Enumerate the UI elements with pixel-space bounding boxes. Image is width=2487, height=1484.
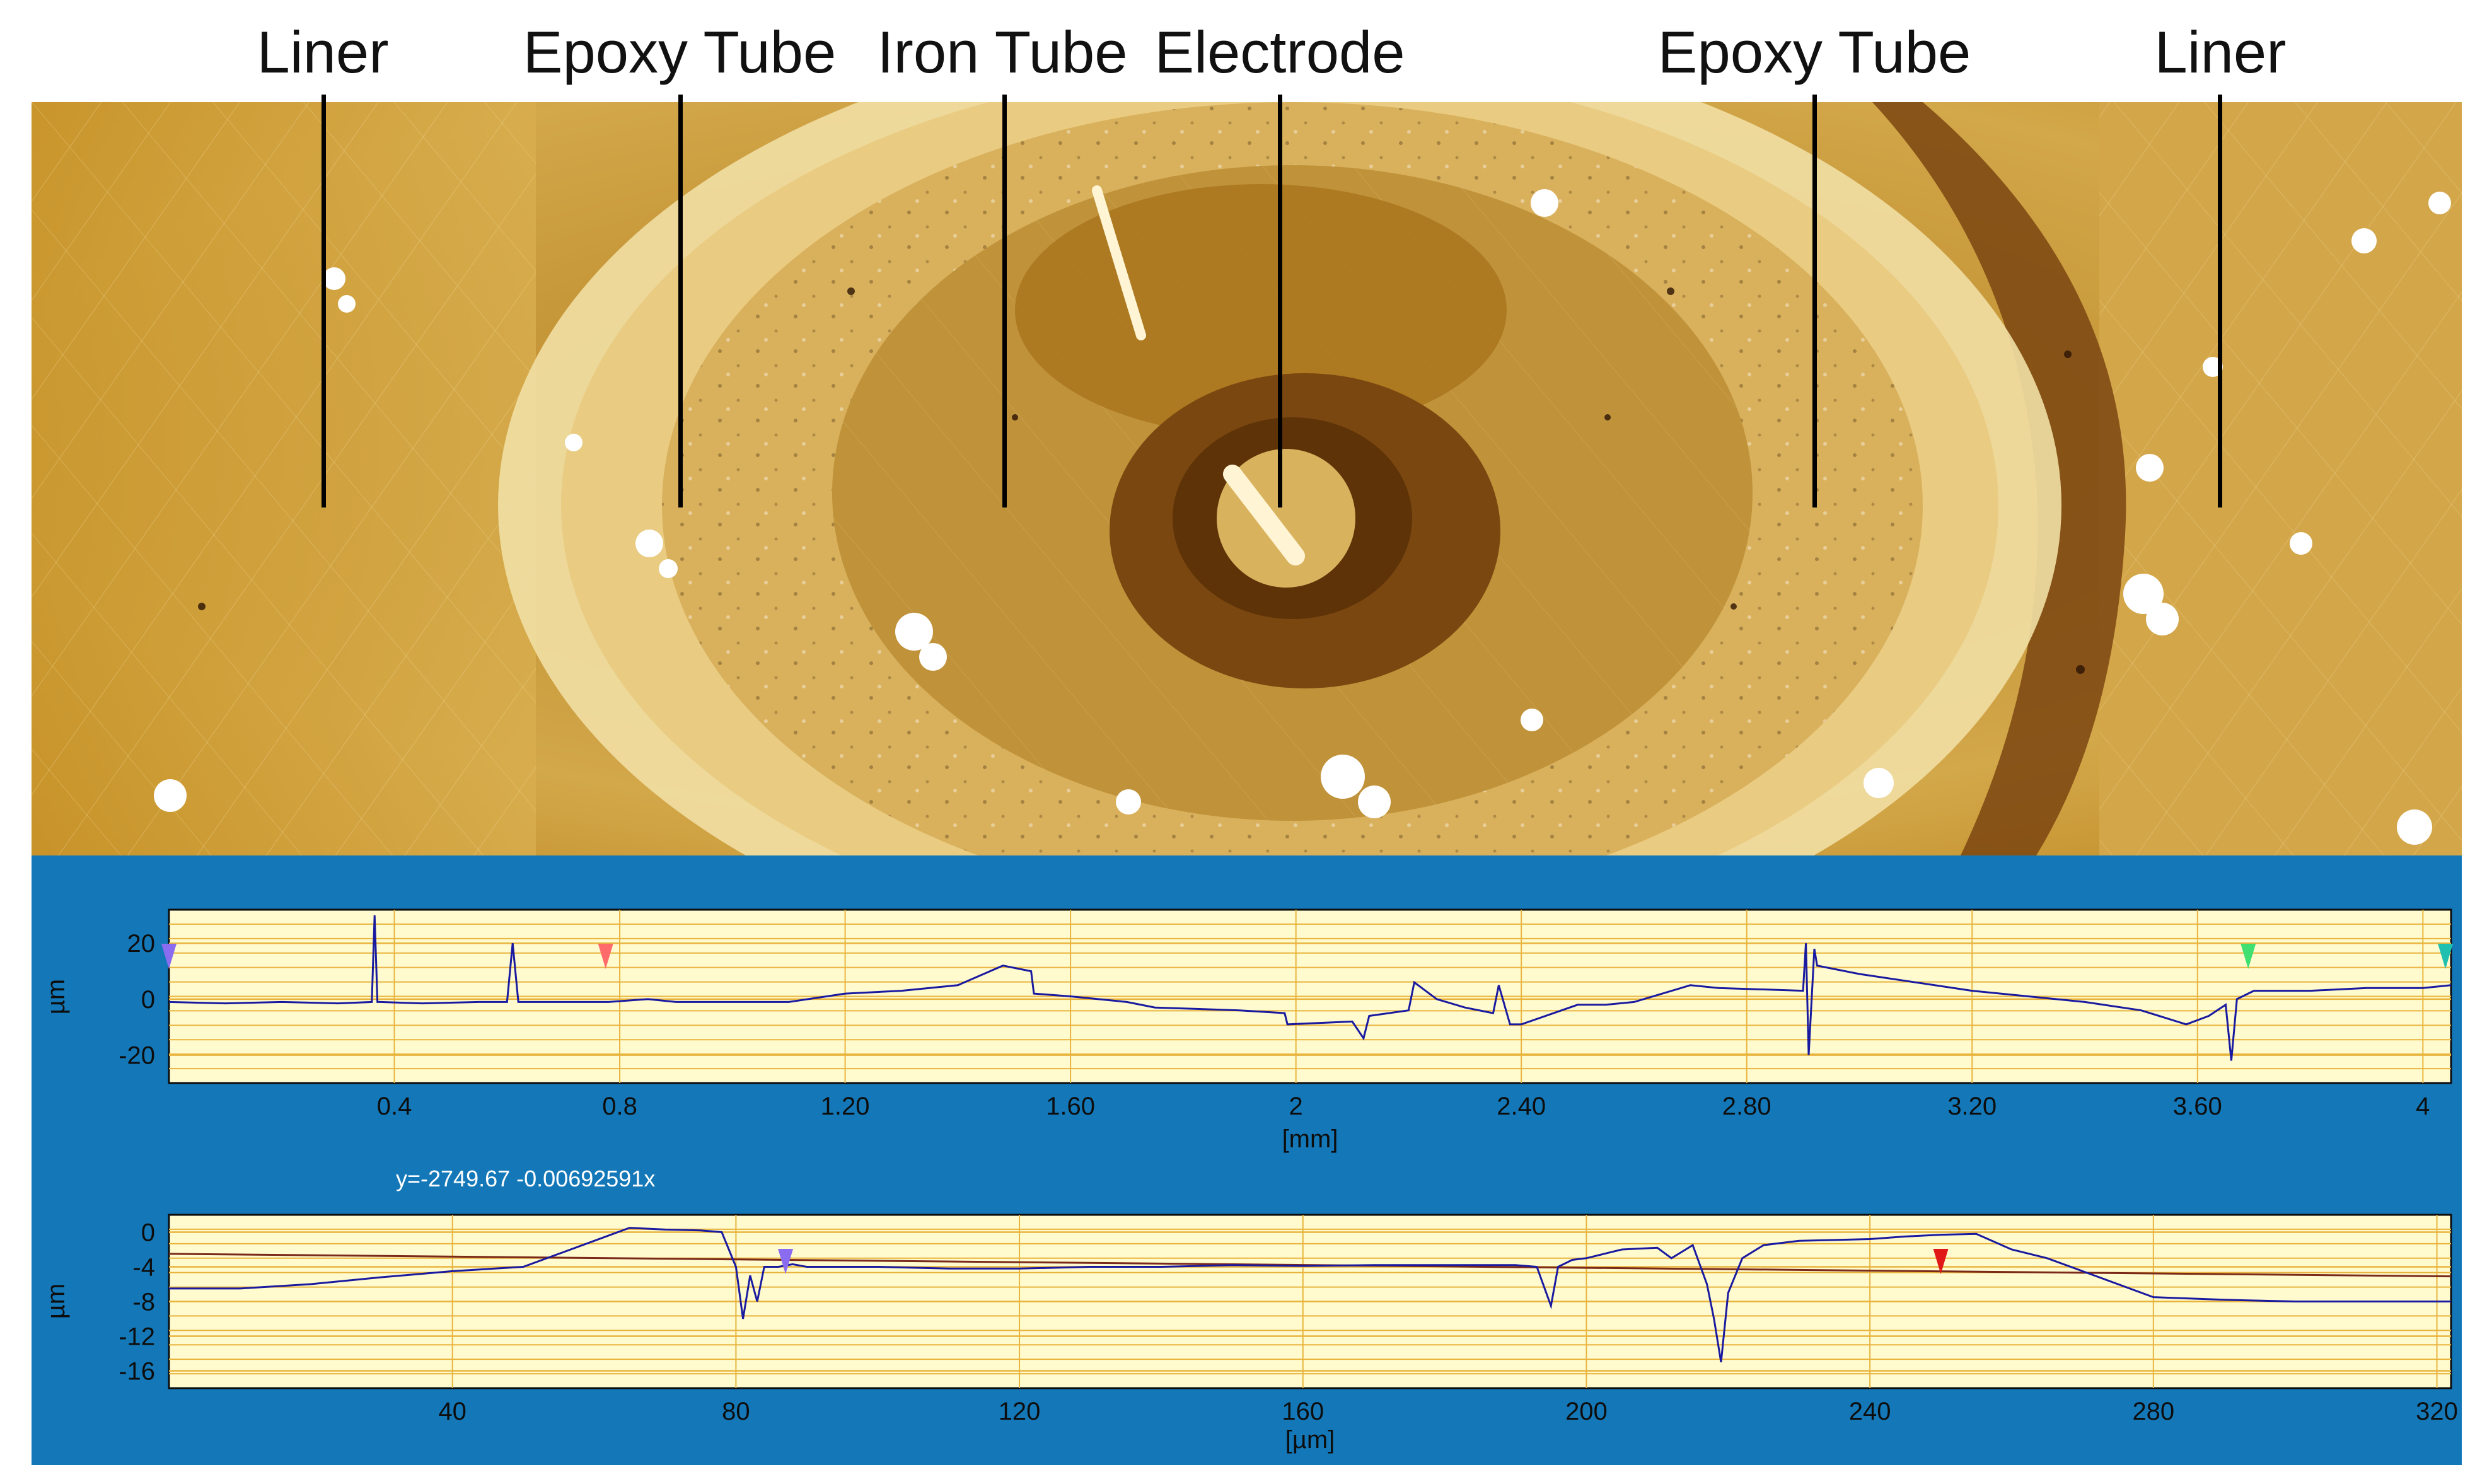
cursor-marker[interactable] (2241, 944, 2256, 969)
leader-electrode (1278, 95, 1282, 507)
x-tick-label: 200 (1565, 1398, 1608, 1425)
label-electrode: Electrode (1154, 19, 1405, 85)
chart-1-grid (169, 910, 2451, 1083)
label-iron-tube: Iron Tube (877, 19, 1128, 85)
x-tick-label: 3.60 (2173, 1093, 2222, 1120)
chart-profile-um: 40 80 120 160 200 240 280 320 0 -4 -8 -12 -16 [µm] µ… (42, 1214, 2458, 1454)
leader-iron-tube (1002, 95, 1007, 507)
x-tick-label: 2.40 (1497, 1093, 1546, 1120)
cursor-marker[interactable] (778, 1249, 794, 1274)
x-tick-label: 40 (438, 1398, 467, 1425)
chart-profile-mm: 0.4 0.8 1.20 1.60 2 2.40 2.80 3.20 3.60 4 20 0 -20 [… (42, 908, 2454, 1153)
profile-panel: 0.4 0.8 1.20 1.60 2 2.40 2.80 3.20 3.60 4 20 0 -20 [… (32, 855, 2462, 1465)
cursor-marker[interactable] (1933, 1249, 1949, 1274)
x-tick-label: 0.8 (602, 1093, 637, 1120)
leader-liner-right (2218, 95, 2222, 507)
y-tick-label: 0 (141, 1219, 155, 1247)
cursor-marker[interactable] (598, 944, 613, 969)
chart-1-markers (161, 944, 2454, 969)
chart-1-xlabel: [mm] (1282, 1125, 1338, 1153)
chart-2-ylabel: µm (42, 1284, 70, 1319)
x-tick-label: 280 (2132, 1398, 2174, 1425)
chart-2-series-line (169, 1227, 2451, 1363)
x-tick-label: 320 (2416, 1398, 2458, 1425)
y-tick-label: -16 (119, 1358, 155, 1386)
x-tick-label: 1.20 (821, 1093, 870, 1120)
x-tick-label: 2.80 (1722, 1093, 1771, 1120)
cursor-marker[interactable] (161, 944, 177, 969)
leader-epoxy-tube-right (1812, 95, 1817, 507)
fit-equation-label: y=-2749.67 -0.00692591x (396, 1166, 655, 1191)
x-tick-label: 2 (1289, 1093, 1303, 1120)
cursor-marker[interactable] (2438, 944, 2454, 969)
chart-1-series-line (168, 915, 2452, 1061)
label-liner-right: Liner (2154, 19, 2287, 85)
leader-epoxy-tube-left (678, 95, 683, 507)
label-epoxy-tube-right: Epoxy Tube (1657, 19, 1971, 85)
x-tick-label: 4 (2416, 1093, 2430, 1120)
x-tick-label: 0.4 (377, 1093, 412, 1120)
y-tick-label: 0 (141, 986, 155, 1014)
x-tick-label: 240 (1849, 1398, 1891, 1425)
chart-1-tick-labels: 0.4 0.8 1.20 1.60 2 2.40 2.80 3.20 3.60 4 20 0 -20 (119, 930, 2430, 1120)
leader-liner-left (322, 95, 326, 507)
x-tick-label: 3.20 (1947, 1093, 1997, 1120)
y-tick-label: -20 (119, 1042, 155, 1070)
height-map-image (32, 102, 2462, 855)
x-tick-label: 120 (999, 1398, 1041, 1425)
x-tick-label: 160 (1282, 1398, 1324, 1425)
chart-2-markers (778, 1249, 1949, 1274)
y-tick-label: -4 (132, 1254, 155, 1282)
label-epoxy-tube-left: Epoxy Tube (523, 19, 837, 85)
label-liner-left: Liner (257, 19, 389, 85)
y-tick-label: -8 (132, 1289, 155, 1316)
x-tick-label: 1.60 (1046, 1093, 1095, 1120)
chart-2-tick-labels: 40 80 120 160 200 240 280 320 0 -4 -8 -12 -16 (119, 1219, 2458, 1426)
y-tick-label: -12 (119, 1323, 155, 1351)
chart-2-xlabel: [µm] (1285, 1426, 1335, 1454)
x-tick-label: 80 (722, 1398, 750, 1425)
y-tick-label: 20 (127, 930, 156, 958)
chart-1-ylabel: µm (42, 979, 70, 1014)
